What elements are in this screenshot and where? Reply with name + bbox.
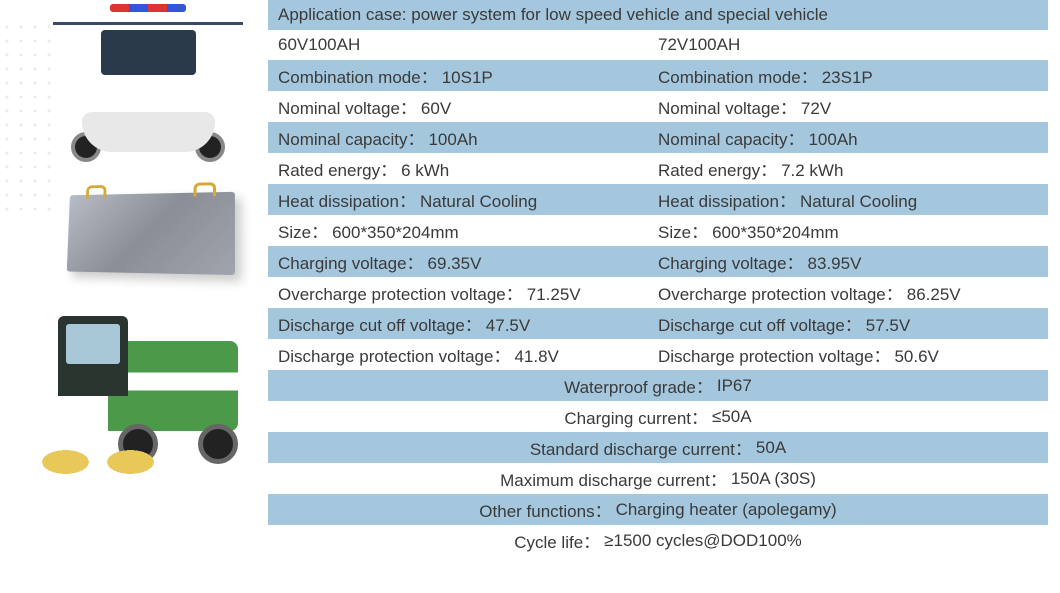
spec-value: 10S1P [442, 68, 493, 87]
spec-value: 86.25V [907, 285, 961, 304]
model-b-title: 72V100AH [658, 35, 740, 54]
spec-value: Charging heater (apolegamy) [616, 500, 837, 520]
battery-image [48, 178, 248, 288]
spec-value: 23S1P [822, 68, 873, 87]
spec-row: Overcharge protection voltage：71.25VOver… [268, 277, 1048, 308]
shared-spec-row: Charging current：≤50A [268, 401, 1048, 432]
spec-value: ≥1500 cycles@DOD100% [604, 531, 802, 551]
spec-value: 83.95V [808, 254, 862, 273]
spec-label: Discharge cut off voltage： [658, 316, 862, 335]
spec-label: Rated energy： [278, 161, 397, 180]
spec-value: 72V [801, 99, 831, 118]
spec-label: Nominal capacity： [658, 130, 804, 149]
shared-spec-row: Standard discharge current：50A [268, 432, 1048, 463]
spec-label: Standard discharge current： [530, 435, 752, 460]
spec-value: 57.5V [866, 316, 910, 335]
spec-row: Nominal capacity：100AhNominal capacity：1… [268, 122, 1048, 153]
shared-spec-row: Waterproof grade：IP67 [268, 370, 1048, 401]
spec-value: 6 kWh [401, 161, 449, 180]
spec-label: Cycle life： [514, 528, 600, 553]
image-column [48, 0, 248, 556]
spec-label: Nominal capacity： [278, 130, 424, 149]
spec-value: 100Ah [808, 130, 857, 149]
spec-label: Size： [278, 223, 328, 242]
model-a-title: 60V100AH [278, 35, 360, 54]
spec-label: Waterproof grade： [564, 373, 713, 398]
shared-spec-row: Other functions：Charging heater (apolega… [268, 494, 1048, 525]
spec-row: Nominal voltage：60VNominal voltage：72V [268, 91, 1048, 122]
spec-value: 71.25V [527, 285, 581, 304]
spec-label: Maximum discharge current： [500, 466, 727, 491]
spec-value: 41.8V [514, 347, 558, 366]
spec-label: Rated energy： [658, 161, 777, 180]
spec-row: Heat dissipation：Natural CoolingHeat dis… [268, 184, 1048, 215]
spec-row: Size：600*350*204mmSize：600*350*204mm [268, 215, 1048, 246]
spec-value: 600*350*204mm [712, 223, 839, 242]
shared-spec-row: Maximum discharge current：150A (30S) [268, 463, 1048, 494]
spec-row: Discharge protection voltage：41.8VDischa… [268, 339, 1048, 370]
spec-label: Combination mode： [278, 68, 438, 87]
spec-label: Heat dissipation： [658, 192, 796, 211]
header-row: Application case: power system for low s… [268, 0, 1048, 30]
main-container: Application case: power system for low s… [0, 0, 1060, 556]
spec-value: IP67 [717, 376, 752, 396]
spec-label: Combination mode： [658, 68, 818, 87]
spec-row: Discharge cut off voltage：47.5VDischarge… [268, 308, 1048, 339]
shared-spec-row: Cycle life：≥1500 cycles@DOD100% [268, 525, 1048, 556]
spec-label: Nominal voltage： [658, 99, 797, 118]
spec-value: 150A (30S) [731, 469, 816, 489]
spec-value: 7.2 kWh [781, 161, 843, 180]
spec-label: Charging voltage： [278, 254, 424, 273]
spec-label: Overcharge protection voltage： [278, 285, 523, 304]
spec-label: Overcharge protection voltage： [658, 285, 903, 304]
spec-value: 50A [756, 438, 786, 458]
spec-label: Heat dissipation： [278, 192, 416, 211]
spec-value: 47.5V [486, 316, 530, 335]
spec-label: Size： [658, 223, 708, 242]
spec-label: Other functions： [479, 497, 611, 522]
vehicle-image-top [48, 10, 248, 160]
spec-row: Rated energy：6 kWhRated energy：7.2 kWh [268, 153, 1048, 184]
spec-table: Application case: power system for low s… [268, 0, 1048, 556]
spec-value: 600*350*204mm [332, 223, 459, 242]
spec-value: 69.35V [428, 254, 482, 273]
spec-label: Charging voltage： [658, 254, 804, 273]
spec-value: 100Ah [428, 130, 477, 149]
spec-label: Discharge cut off voltage： [278, 316, 482, 335]
spec-label: Charging current： [564, 404, 708, 429]
spec-value: Natural Cooling [800, 192, 917, 211]
spec-row: Charging voltage：69.35VCharging voltage：… [268, 246, 1048, 277]
spec-value: ≤50A [712, 407, 752, 427]
spec-label: Discharge protection voltage： [278, 347, 510, 366]
header-text: Application case: power system for low s… [278, 5, 828, 25]
spec-value: 50.6V [894, 347, 938, 366]
spec-value: 60V [421, 99, 451, 118]
spec-label: Discharge protection voltage： [658, 347, 890, 366]
spec-label: Nominal voltage： [278, 99, 417, 118]
spec-row: Combination mode：10S1PCombination mode：2… [268, 60, 1048, 91]
model-title-row: 60V100AH 72V100AH [268, 30, 1048, 60]
spec-value: Natural Cooling [420, 192, 537, 211]
vehicle-image-bottom [48, 306, 248, 476]
